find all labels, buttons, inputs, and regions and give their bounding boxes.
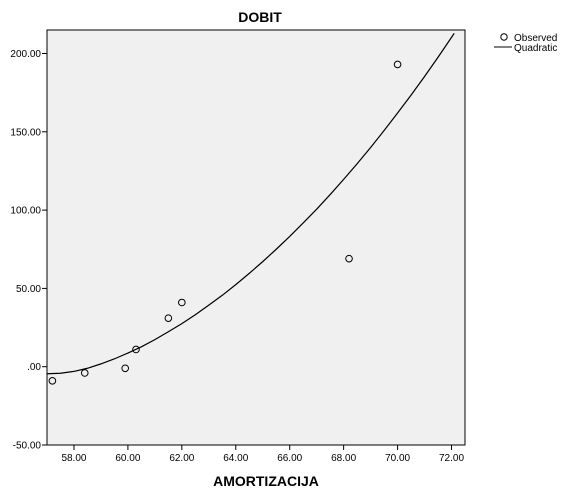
observed-point — [393, 60, 402, 69]
legend-observed-label: Observed — [514, 33, 557, 44]
legend-observed-marker — [500, 33, 508, 41]
observed-point — [80, 369, 89, 377]
x-tick-label: 64.00 — [223, 453, 248, 464]
observed-point — [48, 376, 57, 385]
y-tick-label: 200.00 — [10, 49, 41, 60]
y-tick-label: .00 — [27, 362, 41, 373]
x-tick-label: 72.00 — [439, 453, 464, 464]
x-tick-label: 62.00 — [169, 453, 194, 464]
observed-point — [132, 345, 140, 354]
legend-quadratic-label: Quadratic — [514, 43, 557, 54]
x-axis-title: AMORTIZACIJA — [213, 473, 319, 488]
y-tick-label: 150.00 — [10, 127, 41, 138]
x-tick-label: 58.00 — [61, 453, 86, 464]
quadratic-fit-line — [47, 32, 455, 375]
observed-point — [164, 314, 173, 322]
x-tick-label: 70.00 — [385, 453, 410, 464]
x-tick-label: 68.00 — [331, 453, 356, 464]
observed-point — [178, 298, 186, 307]
y-tick-label: -50.00 — [13, 441, 42, 452]
legend: Observed Quadratic — [494, 33, 557, 54]
chart-title: DOBIT — [238, 9, 282, 25]
x-tick-label: 60.00 — [115, 453, 140, 464]
observed-point — [121, 364, 130, 373]
y-tick-label: 50.00 — [16, 284, 41, 295]
y-axis: -50.00 .00 50.00 100.00 150.00 200.00 — [10, 49, 47, 452]
y-tick-label: 100.00 — [10, 206, 41, 217]
x-tick-label: 66.00 — [277, 453, 302, 464]
observed-point — [345, 254, 353, 263]
plot-area — [46, 29, 466, 446]
x-axis: 58.00 60.00 62.00 64.00 66.00 68.00 70.00 72.00 — [61, 445, 464, 464]
